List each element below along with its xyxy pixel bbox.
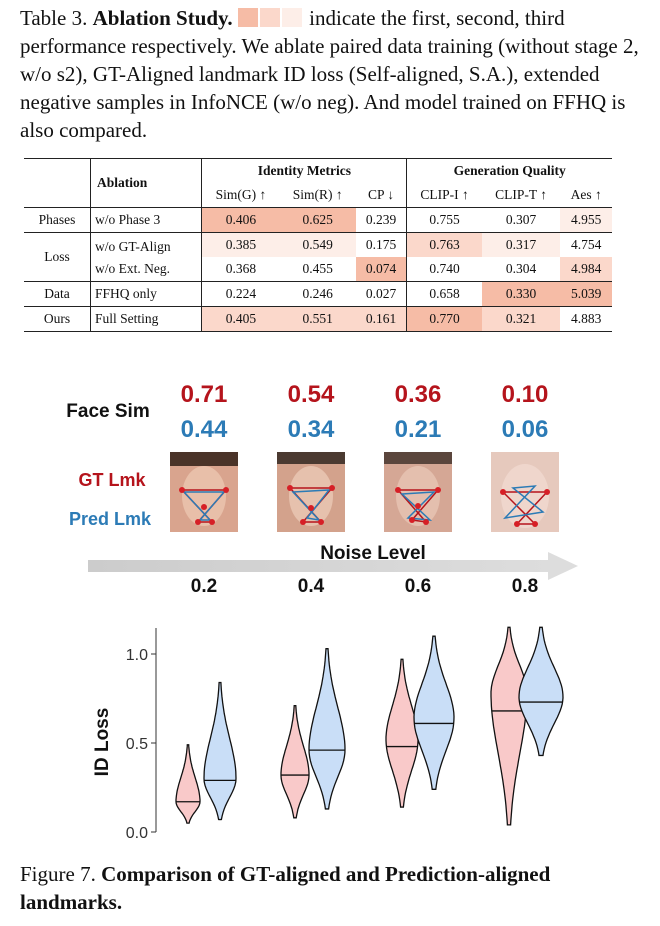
table-row: Loss w/o GT-Align 0.385 0.549 0.175 0.76… <box>24 233 612 258</box>
col-header: CLIP-I ↑ <box>407 183 482 208</box>
face-thumb <box>277 452 345 532</box>
table-caption: Table 3. Ablation Study. indicate the fi… <box>20 4 642 144</box>
cell: 4.955 <box>560 208 612 233</box>
cell: 0.755 <box>407 208 482 233</box>
cell: 0.161 <box>356 307 407 332</box>
noise-value: 0.6 <box>405 576 431 597</box>
cell: 0.658 <box>407 282 482 307</box>
face-thumb <box>384 452 452 532</box>
cell: 0.239 <box>356 208 407 233</box>
noise-level-label: Noise Level <box>320 543 426 564</box>
violin-pred <box>309 649 345 809</box>
cell: 5.039 <box>560 282 612 307</box>
cell: 0.405 <box>202 307 280 332</box>
group-identity-metrics: Identity Metrics <box>202 159 407 184</box>
row-name: w/o Ext. Neg. <box>91 257 202 282</box>
col-header: CLIP-T ↑ <box>482 183 561 208</box>
cell: 0.406 <box>202 208 280 233</box>
table-caption-label: Table 3. <box>20 6 87 30</box>
cell: 4.883 <box>560 307 612 332</box>
y-tick-label: 0.0 <box>126 825 148 842</box>
cell: 0.027 <box>356 282 407 307</box>
group-generation-quality: Generation Quality <box>407 159 612 184</box>
cell: 0.549 <box>280 233 356 258</box>
cell: 0.330 <box>482 282 561 307</box>
cell: 0.770 <box>407 307 482 332</box>
violin-gt <box>491 627 527 825</box>
table-caption-title: Ablation Study <box>93 6 228 30</box>
gt-sim-value: 0.71 <box>181 381 228 408</box>
swatch-third <box>282 8 302 27</box>
cell: 0.321 <box>482 307 561 332</box>
pred-lmk-label: Pred Lmk <box>69 509 152 529</box>
cell: 0.074 <box>356 257 407 282</box>
violin-chart: ID Loss 0.0 0.5 1.0 <box>92 627 563 842</box>
row-group: Data <box>24 282 91 307</box>
cell: 4.754 <box>560 233 612 258</box>
row-group: Phases <box>24 208 91 233</box>
figure-caption-title: Comparison of GT-aligned and Prediction-… <box>20 862 550 914</box>
violin-pred <box>414 636 454 789</box>
face-thumb <box>491 452 559 532</box>
cell: 0.455 <box>280 257 356 282</box>
col-header: Sim(R) ↑ <box>280 183 356 208</box>
noise-value: 0.4 <box>298 576 325 597</box>
swatch-second <box>260 8 280 27</box>
cell: 0.385 <box>202 233 280 258</box>
cell: 0.551 <box>280 307 356 332</box>
swatch-first <box>238 8 258 27</box>
cell: 0.304 <box>482 257 561 282</box>
table-row: Data FFHQ only 0.224 0.246 0.027 0.658 0… <box>24 282 612 307</box>
table-row: w/o Ext. Neg. 0.368 0.455 0.074 0.740 0.… <box>24 257 612 282</box>
ablation-header: Ablation <box>91 159 202 208</box>
pred-sim-value: 0.34 <box>288 416 335 443</box>
gt-lmk-label: GT Lmk <box>78 470 146 490</box>
noise-value: 0.2 <box>191 576 217 597</box>
face-thumb <box>170 452 238 532</box>
cell: 0.763 <box>407 233 482 258</box>
violin-gt <box>386 659 418 807</box>
pred-sim-value: 0.21 <box>395 416 442 443</box>
table-caption-period: . <box>227 6 232 30</box>
y-axis-label: ID Loss <box>92 708 113 777</box>
row-group: Loss <box>24 233 91 282</box>
gt-sim-value: 0.36 <box>395 381 442 408</box>
cell: 0.224 <box>202 282 280 307</box>
ablation-table: Ablation Identity Metrics Generation Qua… <box>24 158 612 332</box>
row-name: w/o Phase 3 <box>91 208 202 233</box>
face-sim-label: Face Sim <box>66 401 149 422</box>
violin-pred <box>204 683 236 820</box>
figure-7: Face Sim GT Lmk Pred Lmk 0.71 0.44 0.54 … <box>0 360 660 860</box>
cell: 0.740 <box>407 257 482 282</box>
gt-sim-value: 0.10 <box>502 381 549 408</box>
figure-caption: Figure 7. Comparison of GT-aligned and P… <box>20 860 642 916</box>
pred-sim-value: 0.44 <box>181 416 228 443</box>
col-header: Sim(G) ↑ <box>202 183 280 208</box>
cell: 0.625 <box>280 208 356 233</box>
table-row: Ours Full Setting 0.405 0.551 0.161 0.77… <box>24 307 612 332</box>
cell: 0.175 <box>356 233 407 258</box>
noise-value: 0.8 <box>512 576 538 597</box>
cell: 4.984 <box>560 257 612 282</box>
row-group: Ours <box>24 307 91 332</box>
table-row: Phases w/o Phase 3 0.406 0.625 0.239 0.7… <box>24 208 612 233</box>
col-header: CP ↓ <box>356 183 407 208</box>
row-name: FFHQ only <box>91 282 202 307</box>
col-header: Aes ↑ <box>560 183 612 208</box>
violin-gt <box>281 706 309 818</box>
y-tick-label: 0.5 <box>126 736 148 753</box>
face-thumbnails <box>170 452 559 532</box>
row-name: Full Setting <box>91 307 202 332</box>
cell: 0.307 <box>482 208 561 233</box>
violin-pred <box>519 627 563 755</box>
y-tick-label: 1.0 <box>126 647 148 664</box>
cell: 0.317 <box>482 233 561 258</box>
row-name: w/o GT-Align <box>91 233 202 258</box>
violin-gt <box>176 745 200 823</box>
pred-sim-value: 0.06 <box>502 416 549 443</box>
gt-sim-value: 0.54 <box>288 381 335 408</box>
figure-caption-label: Figure 7. <box>20 862 96 886</box>
cell: 0.246 <box>280 282 356 307</box>
cell: 0.368 <box>202 257 280 282</box>
